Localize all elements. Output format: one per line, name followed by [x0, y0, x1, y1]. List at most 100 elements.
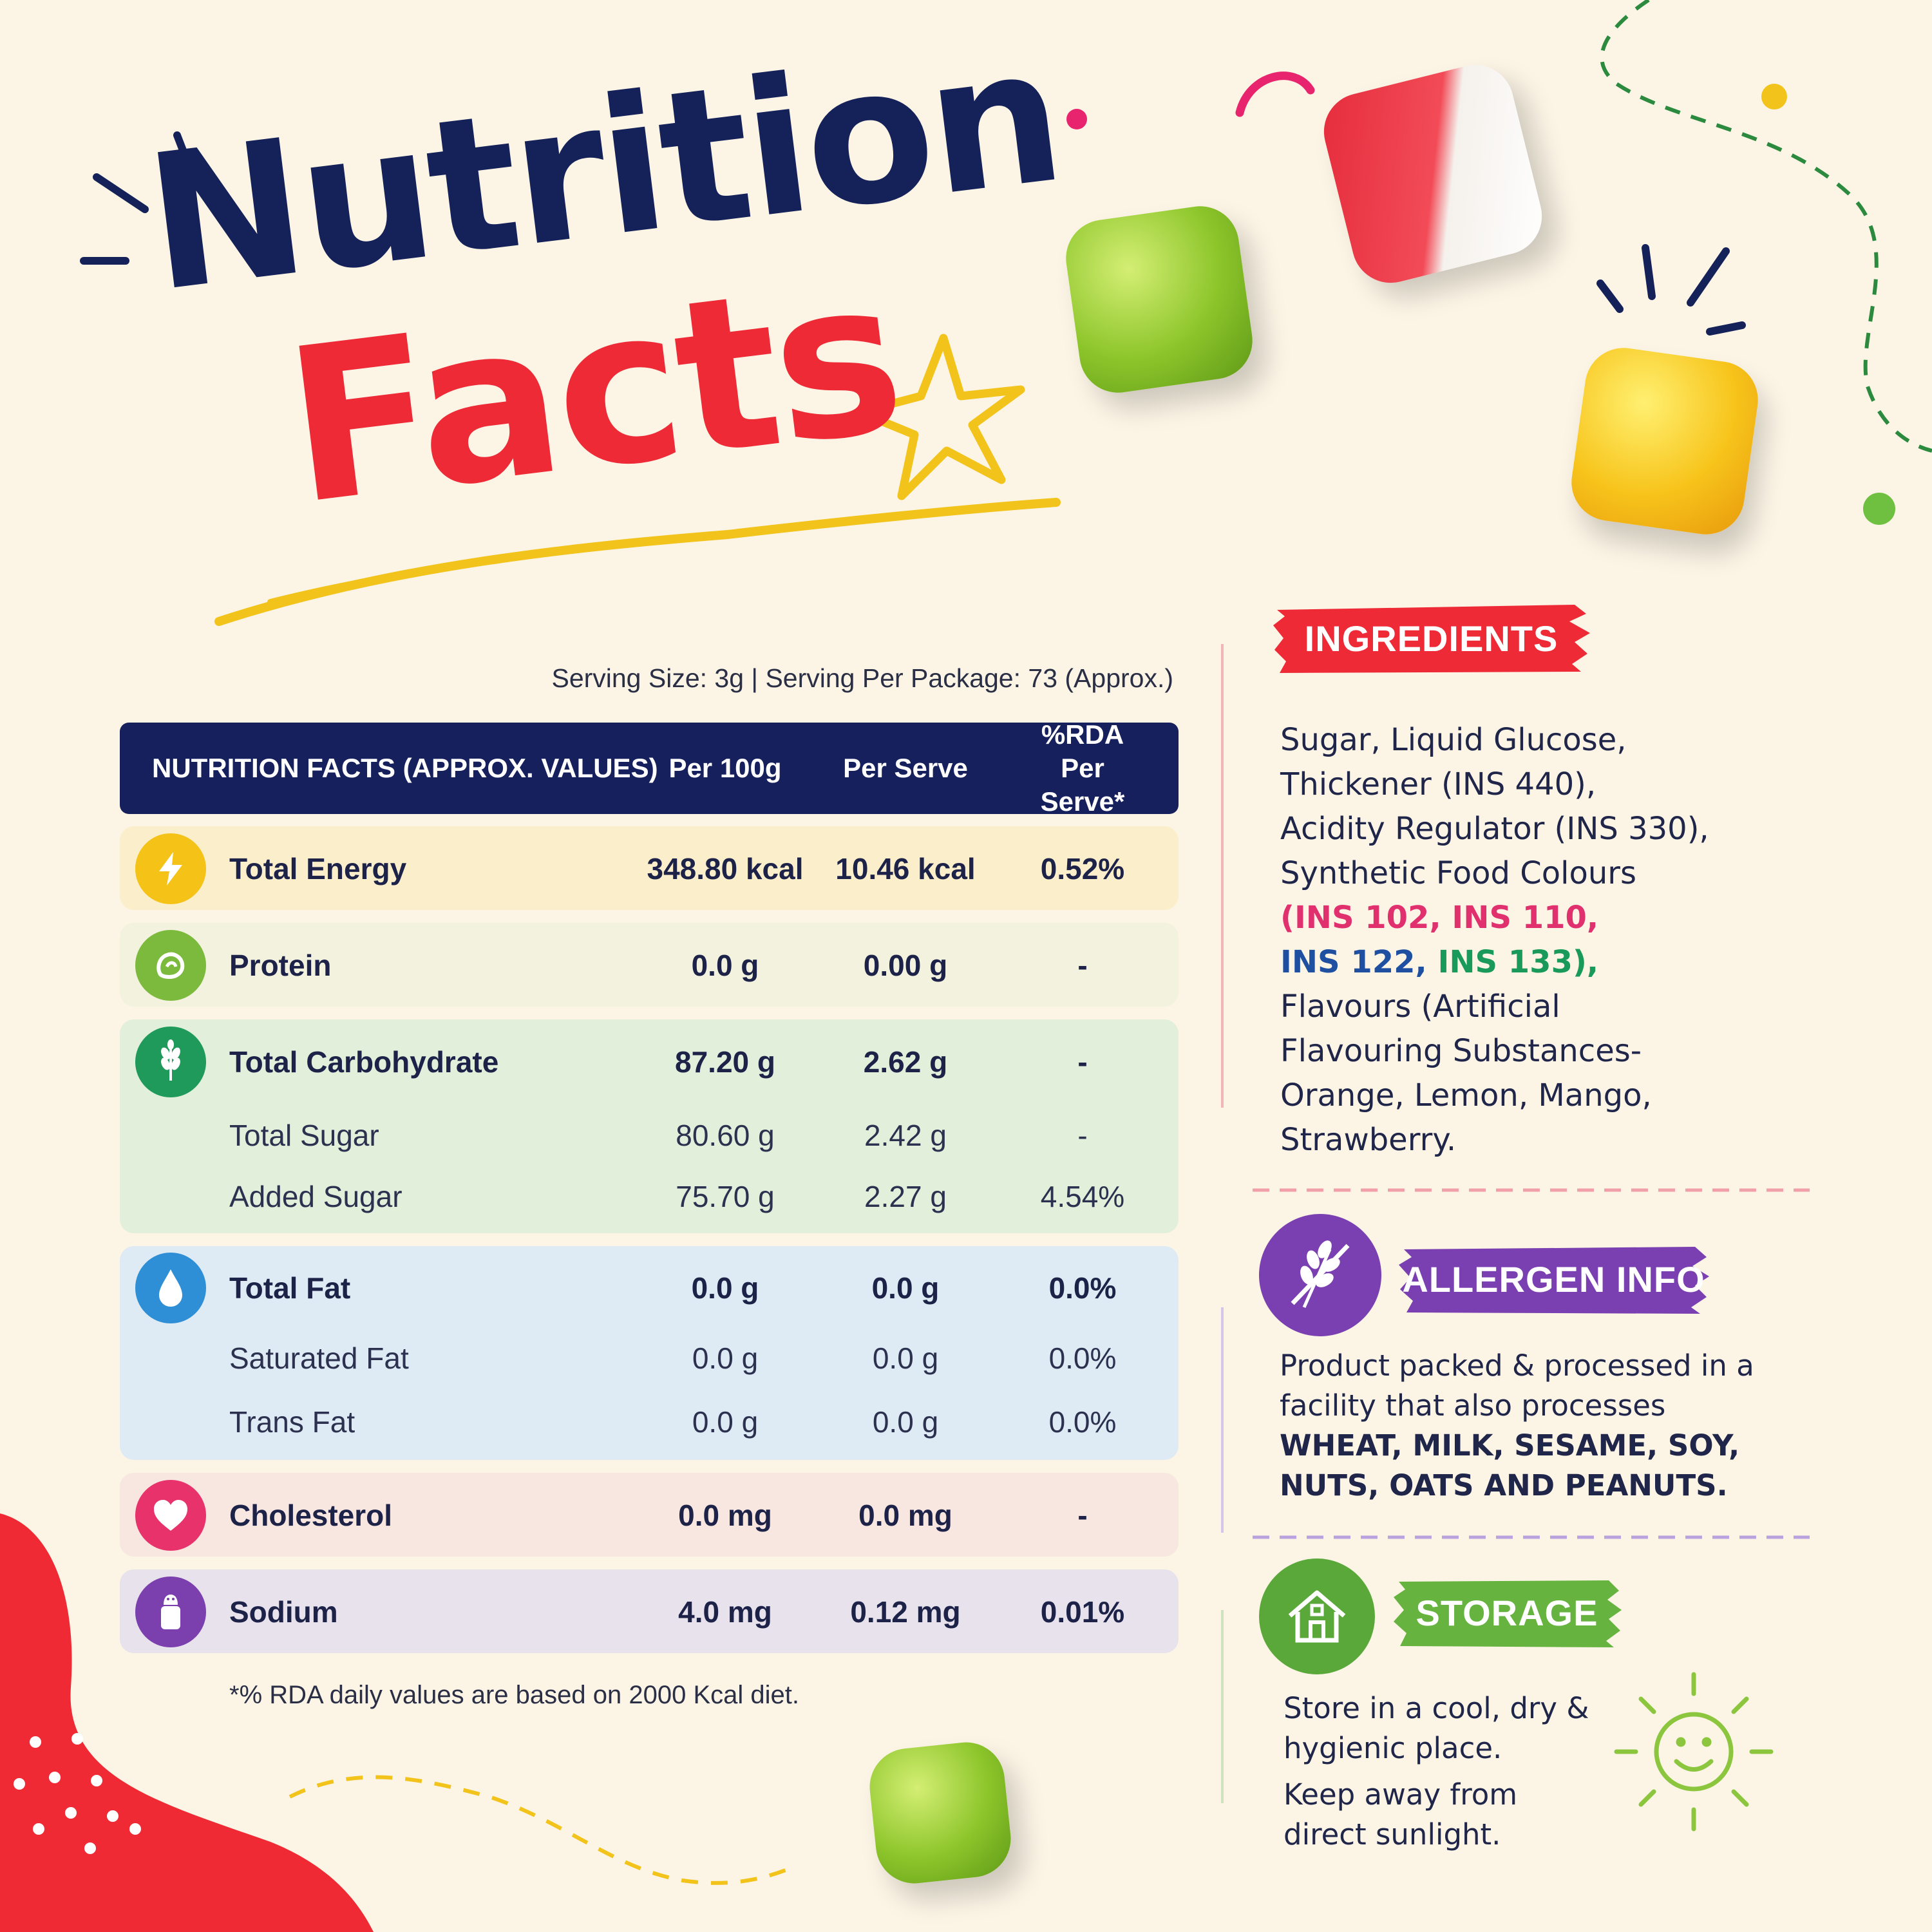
green-candy-bottom	[866, 1738, 1015, 1888]
ingredients-colours-line1: (INS 102, INS 110,	[1280, 896, 1860, 940]
row-per100: 348.80 kcal	[647, 852, 804, 886]
wheat-icon	[135, 1027, 206, 1097]
row-perserve: 2.27 g	[864, 1180, 947, 1213]
ingredients-title: INGREDIENTS	[1304, 618, 1558, 659]
yellow-dot	[1761, 84, 1787, 109]
row-perserve: 2.42 g	[864, 1119, 947, 1152]
protein-icon	[135, 930, 206, 1001]
green-candy-top	[1061, 201, 1258, 398]
band-sodium	[120, 1569, 1179, 1653]
table-row: Saturated Fat 0.0 g 0.0 g 0.0%	[120, 1329, 1179, 1387]
storage-line: Keep away from	[1283, 1777, 1518, 1812]
allergen-heading: ALLERGEN INFO	[1397, 1243, 1710, 1315]
band-cholesterol	[120, 1473, 1179, 1557]
allergen-list: WHEAT, MILK, SESAME, SOY,	[1280, 1428, 1740, 1463]
ingredients-line: Orange, Lemon, Mango,	[1280, 1077, 1652, 1113]
ingredients-line: Flavours (Artificial	[1280, 989, 1560, 1025]
row-rda: -	[1077, 1119, 1088, 1152]
storage-line: Store in a cool, dry &	[1283, 1691, 1589, 1725]
droplet-icon	[135, 1253, 206, 1323]
row-perserve: 0.0 g	[872, 1341, 939, 1375]
band-carbohydrate	[120, 1019, 1179, 1233]
row-per100: 0.0 g	[692, 1405, 759, 1439]
row-rda: 0.01%	[1040, 1595, 1125, 1629]
row-label: Trans Fat	[229, 1405, 355, 1439]
allergen-title: ALLERGEN INFO	[1402, 1258, 1705, 1300]
storage-line: hygienic place.	[1283, 1731, 1502, 1765]
allergen-line: Product packed & processed in a	[1280, 1349, 1754, 1383]
row-rda: 0.0%	[1048, 1405, 1117, 1439]
ingredients-line: Synthetic Food Colours	[1280, 855, 1636, 891]
row-perserve: 0.00 g	[863, 949, 948, 982]
row-perserve: 0.0 mg	[858, 1499, 952, 1532]
allergen-list: NUTS, OATS AND PEANUTS.	[1280, 1468, 1728, 1502]
table-row: Protein 0.0 g 0.00 g -	[120, 930, 1179, 1001]
table-row: Trans Fat 0.0 g 0.0 g 0.0%	[120, 1393, 1179, 1451]
band-fat	[120, 1246, 1179, 1460]
row-per100: 87.20 g	[675, 1045, 775, 1079]
row-label: Total Fat	[229, 1271, 351, 1305]
table-header: NUTRITION FACTS (APPROX. VALUES) Per 100…	[120, 719, 1179, 817]
row-rda: 4.54%	[1040, 1180, 1125, 1213]
ingredients-line: Strawberry.	[1280, 1122, 1457, 1158]
pink-arc	[1235, 71, 1315, 117]
heart-icon	[135, 1480, 206, 1551]
yellow-candy	[1566, 343, 1763, 540]
house-icon	[1259, 1558, 1375, 1674]
ingredients-line: Acidity Regulator (INS 330),	[1280, 811, 1709, 847]
row-label: Protein	[229, 949, 332, 982]
lightning-icon	[135, 833, 206, 904]
row-perserve: 0.12 mg	[850, 1595, 961, 1629]
ingredients-line: Flavouring Substances-	[1280, 1033, 1642, 1069]
table-row: Sodium 4.0 mg 0.12 mg 0.01%	[120, 1577, 1179, 1647]
row-per100: 0.0 g	[691, 949, 759, 982]
table-row: Total Sugar 80.60 g 2.42 g -	[120, 1106, 1179, 1164]
storage-heading: STORAGE	[1391, 1577, 1623, 1649]
header-rda: %RDA Per Serve*	[1015, 719, 1150, 817]
row-label: Total Sugar	[229, 1119, 379, 1152]
ingredients-colours-line2: INS 122, INS 133),	[1280, 940, 1860, 985]
table-row: Total Fat 0.0 g 0.0 g 0.0%	[120, 1253, 1179, 1323]
band-energy	[120, 826, 1179, 910]
row-per100: 4.0 mg	[678, 1595, 772, 1629]
row-rda: -	[1077, 1499, 1088, 1532]
table-row: Added Sugar 75.70 g 2.27 g 4.54%	[120, 1168, 1179, 1226]
colour-ins110: INS 110,	[1452, 900, 1599, 936]
colour-ins122: INS 122,	[1280, 944, 1427, 980]
wheat-crossed-icon	[1259, 1214, 1381, 1336]
blob-dots	[14, 1733, 141, 1854]
salt-shaker-icon	[135, 1577, 206, 1647]
serving-info: Serving Size: 3g | Serving Per Package: …	[551, 663, 1173, 693]
band-protein	[120, 923, 1179, 1007]
ingredients-text: Sugar, Liquid Glucose, Thickener (INS 44…	[1280, 718, 1860, 1162]
row-per100: 0.0 mg	[678, 1499, 772, 1532]
row-per100: 0.0 g	[691, 1271, 759, 1305]
allergen-line: facility that also processes	[1280, 1388, 1666, 1423]
green-dot	[1863, 493, 1895, 525]
row-perserve: 0.0 g	[871, 1271, 940, 1305]
row-perserve: 10.46 kcal	[835, 852, 976, 886]
rda-footnote: *% RDA daily values are based on 2000 Kc…	[229, 1681, 799, 1709]
header-rda-line2: Per Serve*	[1040, 753, 1125, 817]
row-rda: 0.0%	[1048, 1341, 1117, 1375]
row-label: Total Energy	[229, 852, 407, 886]
storage-title: STORAGE	[1416, 1592, 1598, 1633]
row-rda: 0.52%	[1040, 852, 1125, 886]
row-label: Sodium	[229, 1595, 338, 1629]
row-per100: 0.0 g	[692, 1341, 759, 1375]
storage-text: Store in a cool, dry & hygienic place. K…	[1283, 1689, 1644, 1855]
table-row: Total Carbohydrate 87.20 g 2.62 g -	[120, 1027, 1179, 1097]
header-per-100g: Per 100g	[668, 753, 782, 783]
candy-spark-lines	[1596, 244, 1746, 336]
ingredients-heading: INGREDIENTS	[1272, 602, 1591, 674]
storage-line: direct sunlight.	[1283, 1817, 1501, 1852]
row-rda: -	[1077, 949, 1088, 982]
ingredients-line: Thickener (INS 440),	[1280, 766, 1596, 802]
row-label: Cholesterol	[229, 1499, 393, 1532]
header-rda-line1: %RDA	[1041, 719, 1124, 750]
allergen-text: Product packed & processed in a facility…	[1280, 1346, 1859, 1506]
yellow-dashed-line	[289, 1775, 793, 1885]
table-row: Cholesterol 0.0 mg 0.0 mg -	[120, 1480, 1179, 1551]
header-nutrient: NUTRITION FACTS (APPROX. VALUES)	[152, 753, 658, 783]
